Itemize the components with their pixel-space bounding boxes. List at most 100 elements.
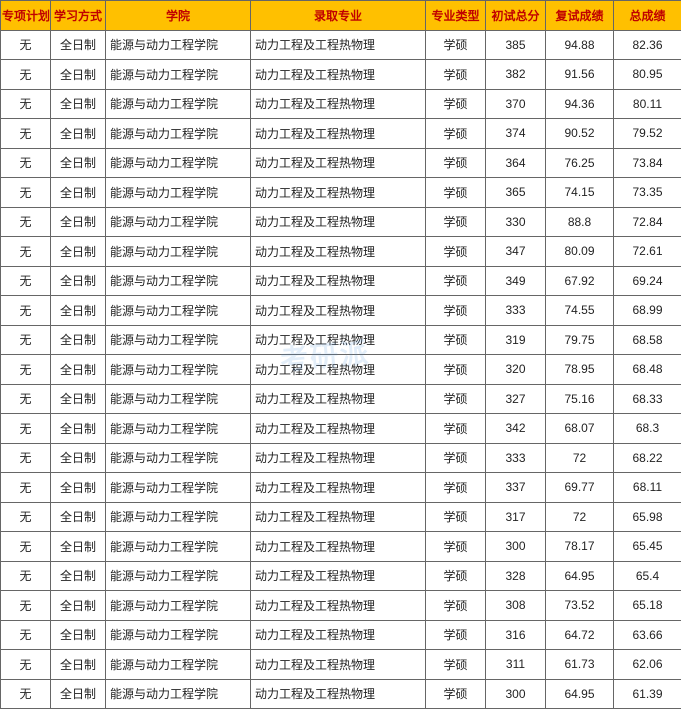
cell-s1: 349 [486, 266, 546, 296]
cell-major: 动力工程及工程热物理 [251, 60, 426, 90]
cell-s3: 63.66 [614, 620, 681, 650]
cell-s2: 69.77 [546, 473, 614, 503]
table-body: 无全日制能源与动力工程学院动力工程及工程热物理学硕38594.8882.36无全… [1, 30, 681, 709]
cell-s1: 308 [486, 591, 546, 621]
cell-plan: 无 [1, 679, 51, 709]
cell-school: 能源与动力工程学院 [106, 443, 251, 473]
cell-major: 动力工程及工程热物理 [251, 178, 426, 208]
cell-major: 动力工程及工程热物理 [251, 237, 426, 267]
cell-plan: 无 [1, 178, 51, 208]
cell-major: 动力工程及工程热物理 [251, 532, 426, 562]
cell-s2: 74.55 [546, 296, 614, 326]
col-header-type: 专业类型 [426, 1, 486, 31]
cell-s1: 317 [486, 502, 546, 532]
header-row: 专项计划 学习方式 学院 录取专业 专业类型 初试总分 复试成绩 总成绩 [1, 1, 681, 31]
cell-mode: 全日制 [51, 178, 106, 208]
table-row: 无全日制能源与动力工程学院动力工程及工程热物理学硕36574.1573.35 [1, 178, 681, 208]
cell-s2: 73.52 [546, 591, 614, 621]
cell-plan: 无 [1, 443, 51, 473]
cell-type: 学硕 [426, 561, 486, 591]
cell-s3: 65.4 [614, 561, 681, 591]
cell-s3: 68.11 [614, 473, 681, 503]
table-row: 无全日制能源与动力工程学院动力工程及工程热物理学硕34780.0972.61 [1, 237, 681, 267]
cell-s3: 68.99 [614, 296, 681, 326]
cell-type: 学硕 [426, 237, 486, 267]
cell-mode: 全日制 [51, 502, 106, 532]
cell-s1: 382 [486, 60, 546, 90]
cell-type: 学硕 [426, 679, 486, 709]
cell-school: 能源与动力工程学院 [106, 89, 251, 119]
col-header-major: 录取专业 [251, 1, 426, 31]
cell-s2: 61.73 [546, 650, 614, 680]
cell-plan: 无 [1, 414, 51, 444]
cell-s1: 365 [486, 178, 546, 208]
cell-type: 学硕 [426, 473, 486, 503]
cell-type: 学硕 [426, 325, 486, 355]
cell-s3: 61.39 [614, 679, 681, 709]
cell-plan: 无 [1, 296, 51, 326]
cell-major: 动力工程及工程热物理 [251, 502, 426, 532]
cell-type: 学硕 [426, 60, 486, 90]
col-header-s3: 总成绩 [614, 1, 681, 31]
cell-s2: 74.15 [546, 178, 614, 208]
cell-school: 能源与动力工程学院 [106, 30, 251, 60]
cell-s2: 75.16 [546, 384, 614, 414]
cell-major: 动力工程及工程热物理 [251, 591, 426, 621]
cell-mode: 全日制 [51, 237, 106, 267]
cell-school: 能源与动力工程学院 [106, 384, 251, 414]
cell-mode: 全日制 [51, 532, 106, 562]
table-row: 无全日制能源与动力工程学院动力工程及工程热物理学硕38291.5680.95 [1, 60, 681, 90]
cell-s1: 327 [486, 384, 546, 414]
cell-s3: 72.61 [614, 237, 681, 267]
cell-mode: 全日制 [51, 620, 106, 650]
cell-s3: 65.45 [614, 532, 681, 562]
cell-major: 动力工程及工程热物理 [251, 119, 426, 149]
cell-s3: 80.95 [614, 60, 681, 90]
cell-s2: 88.8 [546, 207, 614, 237]
cell-major: 动力工程及工程热物理 [251, 30, 426, 60]
cell-s2: 64.95 [546, 561, 614, 591]
cell-plan: 无 [1, 650, 51, 680]
cell-major: 动力工程及工程热物理 [251, 679, 426, 709]
col-header-s2: 复试成绩 [546, 1, 614, 31]
cell-s2: 90.52 [546, 119, 614, 149]
cell-type: 学硕 [426, 178, 486, 208]
cell-s3: 68.3 [614, 414, 681, 444]
cell-s3: 72.84 [614, 207, 681, 237]
cell-school: 能源与动力工程学院 [106, 325, 251, 355]
cell-type: 学硕 [426, 355, 486, 385]
cell-s3: 69.24 [614, 266, 681, 296]
cell-school: 能源与动力工程学院 [106, 532, 251, 562]
cell-plan: 无 [1, 119, 51, 149]
cell-school: 能源与动力工程学院 [106, 679, 251, 709]
cell-school: 能源与动力工程学院 [106, 355, 251, 385]
table-row: 无全日制能源与动力工程学院动力工程及工程热物理学硕31161.7362.06 [1, 650, 681, 680]
col-header-school: 学院 [106, 1, 251, 31]
cell-type: 学硕 [426, 414, 486, 444]
cell-s1: 333 [486, 443, 546, 473]
table-row: 无全日制能源与动力工程学院动力工程及工程热物理学硕3177265.98 [1, 502, 681, 532]
cell-type: 学硕 [426, 620, 486, 650]
cell-plan: 无 [1, 502, 51, 532]
cell-s3: 68.22 [614, 443, 681, 473]
cell-school: 能源与动力工程学院 [106, 296, 251, 326]
cell-mode: 全日制 [51, 89, 106, 119]
cell-type: 学硕 [426, 591, 486, 621]
cell-mode: 全日制 [51, 148, 106, 178]
cell-s1: 370 [486, 89, 546, 119]
cell-s3: 73.35 [614, 178, 681, 208]
cell-school: 能源与动力工程学院 [106, 414, 251, 444]
cell-s1: 337 [486, 473, 546, 503]
cell-s3: 65.18 [614, 591, 681, 621]
cell-s2: 94.88 [546, 30, 614, 60]
table-row: 无全日制能源与动力工程学院动力工程及工程热物理学硕34967.9269.24 [1, 266, 681, 296]
cell-s3: 68.48 [614, 355, 681, 385]
cell-type: 学硕 [426, 532, 486, 562]
cell-plan: 无 [1, 561, 51, 591]
cell-major: 动力工程及工程热物理 [251, 207, 426, 237]
table-row: 无全日制能源与动力工程学院动力工程及工程热物理学硕33374.5568.99 [1, 296, 681, 326]
col-header-s1: 初试总分 [486, 1, 546, 31]
cell-mode: 全日制 [51, 384, 106, 414]
cell-major: 动力工程及工程热物理 [251, 148, 426, 178]
cell-school: 能源与动力工程学院 [106, 60, 251, 90]
